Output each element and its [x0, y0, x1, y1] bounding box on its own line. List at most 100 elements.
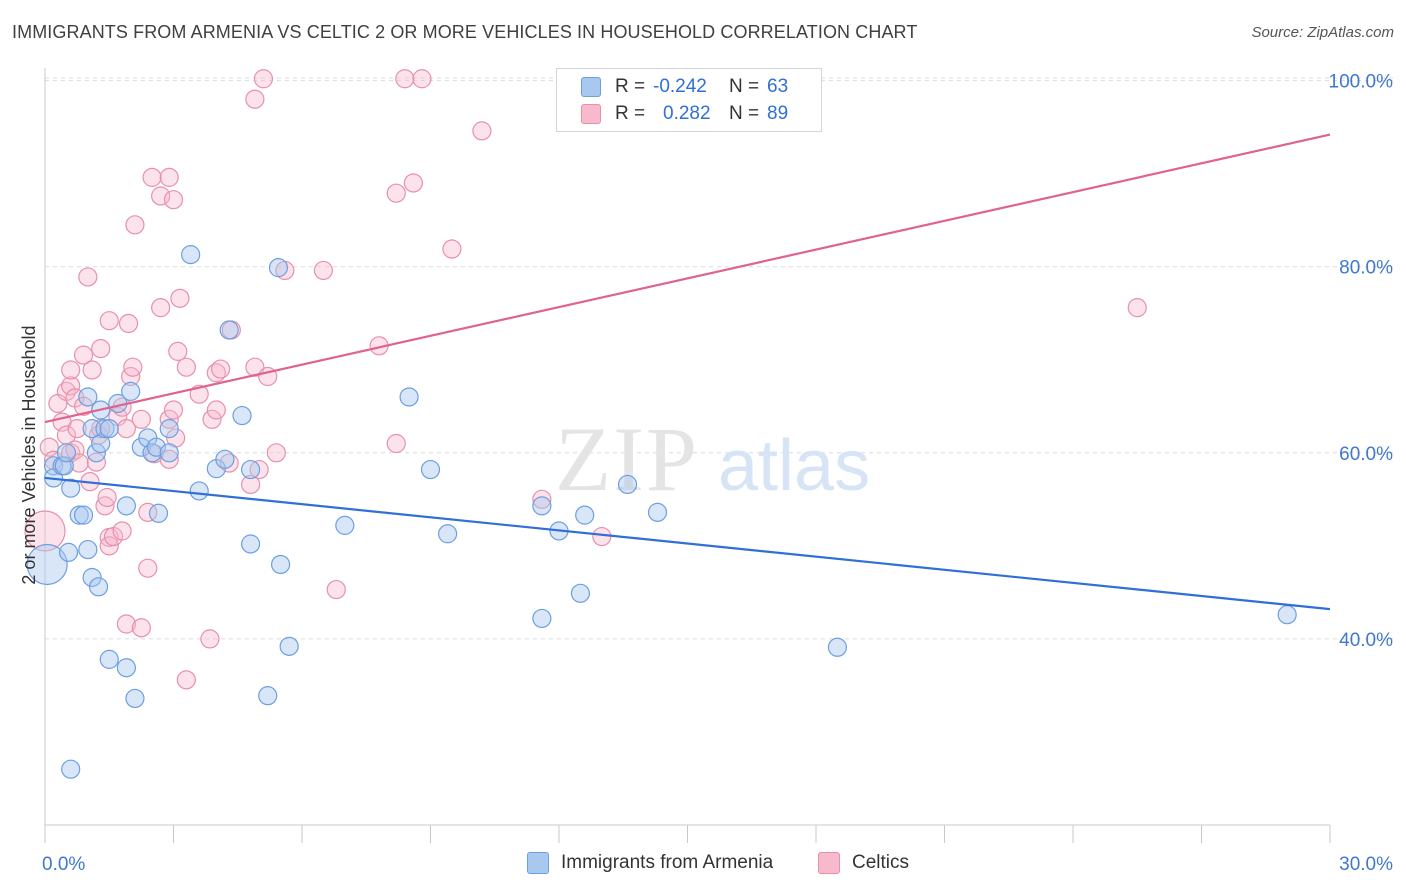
celtic-point	[200, 629, 220, 649]
legend-r-value: 0.282	[663, 103, 711, 124]
celtic-point	[206, 400, 226, 420]
celtic-point	[78, 267, 98, 287]
armenia-point	[99, 649, 119, 669]
legend-item-celtic[interactable]: Celtics	[818, 852, 909, 874]
legend-row-celtic: R = 0.282 N = 89	[581, 102, 788, 126]
armenia-point	[279, 636, 299, 656]
celtic-point	[412, 69, 432, 89]
celtic-point	[241, 474, 261, 495]
armenia-point	[58, 542, 79, 562]
series-celtics-points	[24, 69, 1147, 690]
celtic-point	[253, 69, 274, 89]
celtic-point	[163, 400, 184, 420]
armenia-point	[647, 502, 668, 522]
armenia-point	[91, 433, 111, 454]
legend-n-value: 63	[767, 76, 789, 97]
celtic-point	[91, 338, 111, 359]
legend-label-celtic: Celtics	[852, 852, 910, 873]
celtic-point	[151, 298, 171, 318]
armenia-point	[56, 443, 77, 463]
celtic-point	[116, 419, 136, 439]
armenia-point	[570, 583, 591, 603]
legend-n-value: 89	[767, 103, 789, 124]
trend-lines	[44, 133, 1331, 611]
armenia-point	[78, 387, 98, 407]
celtic-point	[313, 260, 334, 281]
armenia-point	[232, 405, 252, 426]
armenia-point	[181, 245, 201, 265]
series-legend: Immigrants from Armenia Celtics	[0, 852, 1406, 878]
celtic-point	[151, 186, 171, 206]
legend-r-label: R =	[615, 76, 646, 97]
armenia-point	[420, 459, 441, 480]
celtic-point	[170, 288, 190, 308]
legend-swatch-armenia	[527, 852, 549, 874]
armenia-point	[219, 320, 239, 340]
armenia-point	[532, 496, 552, 516]
armenia-point	[335, 515, 355, 535]
y-tick-label: 80.0%	[1339, 258, 1393, 279]
armenia-point	[131, 437, 151, 457]
celtic-point	[442, 239, 462, 259]
watermark-zip: ZIP	[555, 408, 699, 510]
armenia-point	[125, 688, 145, 709]
armenia-point	[99, 419, 119, 439]
celtic-point	[138, 502, 158, 522]
armenia-point	[215, 449, 235, 469]
celtic-point	[97, 487, 117, 508]
celtic-point	[138, 558, 158, 578]
y-tick-label: 60.0%	[1339, 444, 1393, 465]
watermark: ZIP atlas	[555, 408, 870, 510]
celtic-point	[176, 357, 196, 377]
armenia-point	[88, 577, 109, 597]
axes	[44, 68, 1331, 843]
celtic-point	[159, 449, 179, 469]
celtic-point	[386, 183, 406, 203]
armenia-point	[258, 686, 278, 706]
legend-swatch-celtic	[818, 852, 840, 874]
y-tick-label: 40.0%	[1339, 630, 1393, 651]
celtic-point	[131, 618, 151, 638]
celtic-point	[163, 190, 184, 210]
series-armenia-points	[26, 245, 1297, 779]
armenia-point	[121, 381, 141, 401]
celtic-point	[1127, 298, 1147, 318]
source-credit: Source: ZipAtlas.com	[1251, 24, 1394, 41]
celtic-point	[61, 360, 81, 380]
armenia-point	[827, 637, 848, 657]
celtic-point	[245, 89, 265, 109]
celtic-point	[142, 167, 162, 187]
chart-title: IMMIGRANTS FROM ARMENIA VS CELTIC 2 OR M…	[12, 22, 918, 42]
legend-label-armenia: Immigrants from Armenia	[561, 852, 774, 873]
x-tick-label: 0.0%	[42, 854, 85, 875]
legend-swatch-armenia	[581, 77, 601, 97]
armenia-point	[148, 503, 169, 523]
celtic-point	[118, 313, 139, 334]
celtic-point	[211, 359, 231, 379]
celtic-point	[472, 121, 492, 141]
armenia-point	[159, 443, 179, 463]
y-axis-label: 2 or more Vehicles in Household	[19, 325, 39, 584]
armenia-point	[61, 478, 81, 498]
armenia-point	[116, 496, 136, 516]
celtic-point	[386, 433, 406, 454]
celtic-point	[123, 357, 143, 377]
celtic-point	[112, 521, 132, 541]
legend-row-armenia: R = -0.242 N = 63	[581, 75, 788, 99]
celtic-point	[176, 670, 196, 690]
armenia-point	[82, 567, 102, 588]
armenia-point	[78, 539, 98, 560]
celtic-point	[159, 167, 179, 187]
celtic-point	[99, 311, 119, 331]
celtic-point	[395, 69, 415, 89]
celtic-point	[131, 409, 151, 429]
x-tick-label: 30.0%	[1339, 854, 1393, 875]
celtic-point	[202, 409, 222, 429]
armenia-point	[270, 554, 291, 575]
armenia-point	[241, 534, 261, 554]
armenia-point	[159, 419, 179, 439]
legend-item-armenia[interactable]: Immigrants from Armenia	[527, 852, 773, 874]
y-tick-label: 100.0%	[1329, 72, 1394, 93]
celtic-point	[99, 536, 119, 556]
trend-line-armenia	[44, 476, 1331, 611]
